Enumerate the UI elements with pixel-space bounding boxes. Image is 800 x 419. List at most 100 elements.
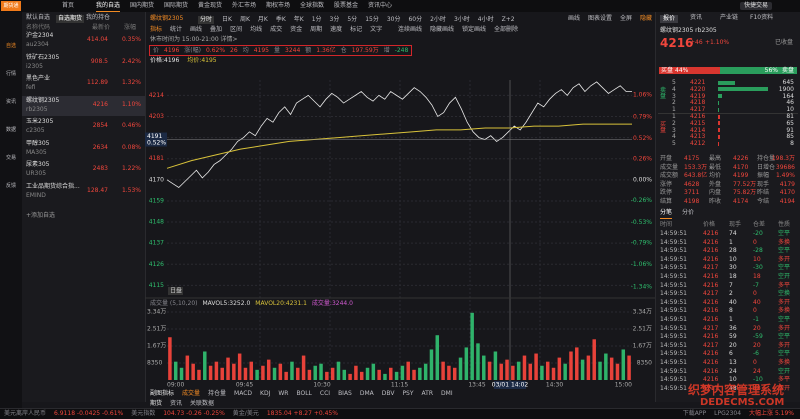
trade-cell: 4216 xyxy=(703,367,719,375)
symbol-name[interactable]: 沪金2304 xyxy=(26,32,54,39)
quote-tab[interactable]: 报价 xyxy=(660,15,679,23)
nav-tab[interactable]: 资讯中心 xyxy=(368,2,393,9)
nav-tab[interactable]: 黄金现货 xyxy=(198,2,223,9)
bottom-tab[interactable]: 关联数据 xyxy=(190,400,215,407)
volume-tick-label: 2.51万 xyxy=(633,326,652,333)
trade-tab[interactable]: 分价 xyxy=(682,209,695,216)
period-tab[interactable]: 周K xyxy=(239,16,250,23)
period-tab[interactable]: 日K xyxy=(222,16,232,23)
chart-action[interactable]: 图表设置 xyxy=(587,15,612,22)
nav-tab[interactable]: 国际期货 xyxy=(164,2,189,9)
bottom-tab[interactable]: 资讯 xyxy=(170,400,183,407)
tool-button[interactable]: 锁定画线 xyxy=(462,26,487,33)
status-item[interactable]: 下载APP xyxy=(682,410,707,417)
tool-button[interactable]: 指标 xyxy=(150,26,163,33)
symbol-name[interactable]: 铁矿石2305 xyxy=(26,53,60,61)
indicator-tab[interactable]: DMA xyxy=(359,390,374,397)
bottom-tab[interactable]: 期货 xyxy=(150,400,163,407)
period-tab[interactable]: 季K xyxy=(275,16,286,23)
period-tab[interactable]: 15分 xyxy=(365,16,379,23)
tool-button[interactable]: 画线 xyxy=(190,26,203,33)
tool-button[interactable]: 标记 xyxy=(350,26,363,33)
chart-action[interactable]: 隐藏 xyxy=(639,15,652,22)
tool-button[interactable]: 成交 xyxy=(270,26,283,33)
stat-label: 昨收 xyxy=(709,197,722,205)
indicator-tab[interactable]: 持仓量 xyxy=(208,390,227,397)
sidebar-item[interactable]: 反馈 xyxy=(5,183,16,189)
nav-tab[interactable]: 股票基金 xyxy=(334,2,359,9)
nav-tab[interactable]: 期权市场 xyxy=(266,2,291,9)
nav-tab[interactable]: 我的自选 xyxy=(96,3,121,12)
sidebar-item[interactable]: 自选 xyxy=(5,43,16,49)
period-tab[interactable]: 2小时 xyxy=(430,16,446,23)
tool-button[interactable]: 区间 xyxy=(230,26,243,33)
indicator-tab[interactable]: DBV xyxy=(381,390,395,397)
period-tab[interactable]: 月K xyxy=(257,16,268,23)
trade-cell: 多换 xyxy=(778,307,791,315)
indicator-tab[interactable]: KDJ xyxy=(260,390,271,397)
period-tab[interactable]: 3小时 xyxy=(453,16,470,23)
symbol-name[interactable]: 尿素305 xyxy=(26,161,50,168)
period-tab[interactable]: 4小时 xyxy=(477,16,494,23)
period-tab[interactable]: 分时 xyxy=(198,16,215,24)
quote-tab[interactable]: 产业链 xyxy=(720,14,739,21)
nav-tab[interactable]: 国内期货 xyxy=(130,2,155,9)
tool-button[interactable]: 文字 xyxy=(370,26,383,33)
change-pct: 1.10% xyxy=(121,100,141,108)
tool-button[interactable]: 连续画线 xyxy=(398,26,423,33)
tool-button[interactable]: 均线 xyxy=(250,26,263,33)
sidebar-item[interactable]: 数据 xyxy=(5,127,16,133)
trade-cell: 4216 xyxy=(703,350,719,358)
quote-tab[interactable]: 资讯 xyxy=(690,14,703,21)
indicator-tab[interactable]: 副图指标 xyxy=(150,390,175,397)
watchlist-tab[interactable]: 自选期货 xyxy=(56,15,85,23)
period-tab[interactable]: 1分 xyxy=(311,16,322,23)
symbol-name[interactable]: 甲醇305 xyxy=(26,139,50,147)
chart-action[interactable]: 全屏 xyxy=(619,15,632,22)
volume-bar xyxy=(232,363,236,380)
symbol-name[interactable]: 螺纹钢2305 xyxy=(26,96,60,104)
tool-button[interactable]: 全部删除 xyxy=(494,26,519,33)
trade-cell: 0 xyxy=(753,359,757,366)
symbol-name[interactable]: 工业品期货综合指... xyxy=(26,182,80,190)
nav-tab[interactable]: 首页 xyxy=(62,2,75,9)
tool-button[interactable]: 周期 xyxy=(310,26,323,33)
indicator-tab[interactable]: BOLL xyxy=(296,390,312,397)
tool-button[interactable]: 统计 xyxy=(170,26,183,33)
trade-cell: 空平 xyxy=(778,247,791,255)
indicator-tab[interactable]: PSY xyxy=(402,390,414,397)
nav-tab[interactable]: 全球指数 xyxy=(300,2,325,9)
tool-button[interactable]: 隐藏画线 xyxy=(430,26,455,33)
quick-trade-button[interactable]: 快捷交易 xyxy=(740,2,773,10)
sidebar-item[interactable]: 行情 xyxy=(5,71,16,77)
indicator-tab[interactable]: DMI xyxy=(441,390,453,397)
period-tab[interactable]: 3分 xyxy=(329,16,340,23)
period-tab[interactable]: 5分 xyxy=(347,16,358,23)
trade-tab[interactable]: 分笔 xyxy=(660,210,673,219)
tool-button[interactable]: 资金 xyxy=(290,26,303,33)
nav-tab[interactable]: 外汇市场 xyxy=(232,2,257,9)
indicator-tab[interactable]: CCI xyxy=(319,390,331,397)
period-tab[interactable]: Z+2 xyxy=(501,16,515,23)
quote-tab[interactable]: F10资料 xyxy=(750,14,774,21)
chart-action[interactable]: 画线 xyxy=(567,15,580,22)
symbol-name[interactable]: 玉米2305 xyxy=(26,118,54,125)
indicator-tab[interactable]: 成交量 xyxy=(182,390,201,397)
symbol-name[interactable]: 黑色产业 xyxy=(26,75,51,82)
stat-label: 今结 xyxy=(757,197,770,205)
tool-button[interactable]: 叠加 xyxy=(210,26,223,33)
sidebar-item[interactable]: 资讯 xyxy=(5,99,16,105)
indicator-tab[interactable]: MACD xyxy=(234,390,253,397)
watchlist-tab[interactable]: 默认自选 xyxy=(26,14,51,21)
period-tab[interactable]: 年K xyxy=(293,16,304,23)
indicator-tab[interactable]: ATR xyxy=(421,390,434,397)
tool-button[interactable]: 速度 xyxy=(330,26,343,33)
period-tab[interactable]: 30分 xyxy=(386,16,401,23)
indicator-tab[interactable]: BIAS xyxy=(338,390,352,397)
period-tab[interactable]: 60分 xyxy=(408,16,423,23)
add-watchlist[interactable]: +添加自选 xyxy=(26,212,56,219)
indicator-tab[interactable]: WR xyxy=(278,390,289,397)
watchlist-tab[interactable]: 我的持仓 xyxy=(86,14,111,21)
sidebar-item[interactable]: 交易 xyxy=(5,155,16,161)
volume-bar xyxy=(452,367,457,380)
